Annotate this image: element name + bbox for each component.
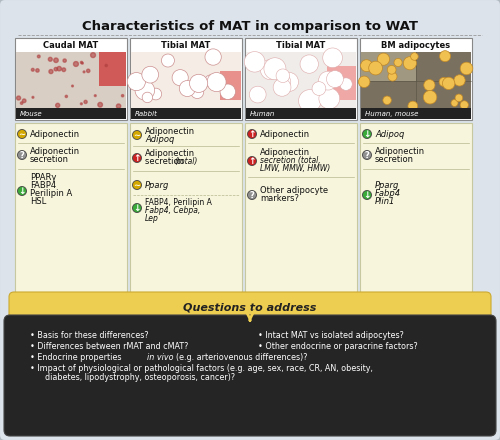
Text: Tibial MAT: Tibial MAT <box>276 41 326 50</box>
Text: Other adipocyte: Other adipocyte <box>260 186 328 194</box>
Text: (e.g. arteriovenous differences)?: (e.g. arteriovenous differences)? <box>176 352 308 362</box>
Text: Tibial MAT: Tibial MAT <box>162 41 210 50</box>
FancyBboxPatch shape <box>16 52 126 110</box>
FancyBboxPatch shape <box>16 108 126 119</box>
Circle shape <box>318 71 338 90</box>
Text: in vivo: in vivo <box>147 352 174 362</box>
FancyBboxPatch shape <box>246 52 356 110</box>
Circle shape <box>190 74 208 92</box>
FancyBboxPatch shape <box>99 52 126 86</box>
Text: ↓: ↓ <box>363 130 371 139</box>
Circle shape <box>383 96 392 105</box>
FancyBboxPatch shape <box>360 38 472 120</box>
FancyBboxPatch shape <box>4 315 496 436</box>
Text: Adipoq: Adipoq <box>375 129 404 139</box>
Circle shape <box>162 54 174 67</box>
Circle shape <box>84 100 87 103</box>
Text: Human, mouse: Human, mouse <box>365 111 418 117</box>
Text: • Basis for these differences?: • Basis for these differences? <box>30 330 148 340</box>
Circle shape <box>80 61 82 63</box>
Circle shape <box>83 71 85 73</box>
FancyBboxPatch shape <box>360 123 472 295</box>
Circle shape <box>80 103 82 105</box>
Circle shape <box>56 103 60 107</box>
Circle shape <box>322 48 342 68</box>
Circle shape <box>439 77 448 87</box>
Circle shape <box>220 84 236 99</box>
Circle shape <box>36 69 39 72</box>
Circle shape <box>205 75 217 87</box>
Text: Characteristics of MAT in comparison to WAT: Characteristics of MAT in comparison to … <box>82 20 418 33</box>
Text: ?: ? <box>364 150 370 160</box>
Text: Adipoq: Adipoq <box>145 135 174 143</box>
Circle shape <box>326 70 344 88</box>
Circle shape <box>180 81 196 96</box>
Text: FABP4, Perilipin A: FABP4, Perilipin A <box>145 198 212 206</box>
Circle shape <box>404 57 416 70</box>
Circle shape <box>298 90 321 112</box>
Circle shape <box>460 101 468 109</box>
Circle shape <box>22 99 26 103</box>
Circle shape <box>248 191 256 199</box>
FancyBboxPatch shape <box>130 38 242 120</box>
Circle shape <box>116 104 121 108</box>
Circle shape <box>57 66 62 71</box>
Circle shape <box>362 150 372 160</box>
Text: Perilipin A: Perilipin A <box>30 188 72 198</box>
FancyBboxPatch shape <box>15 38 127 120</box>
Circle shape <box>362 129 372 139</box>
Circle shape <box>62 68 66 72</box>
Text: secretion (total,: secretion (total, <box>260 155 320 165</box>
Circle shape <box>280 72 298 92</box>
Text: Adiponectin: Adiponectin <box>260 129 310 139</box>
Circle shape <box>460 62 473 75</box>
Text: ?: ? <box>20 150 24 160</box>
Circle shape <box>122 95 124 97</box>
FancyBboxPatch shape <box>131 52 241 110</box>
Text: HSL: HSL <box>30 197 46 205</box>
Text: Pparg: Pparg <box>375 180 400 190</box>
Circle shape <box>264 58 286 80</box>
Circle shape <box>424 92 435 103</box>
Circle shape <box>32 96 34 98</box>
Circle shape <box>394 59 402 66</box>
Text: Adiponectin: Adiponectin <box>30 147 80 155</box>
FancyBboxPatch shape <box>361 52 416 81</box>
Circle shape <box>410 53 418 60</box>
FancyBboxPatch shape <box>130 123 242 295</box>
Circle shape <box>48 57 52 61</box>
FancyBboxPatch shape <box>15 123 127 295</box>
Text: secretion: secretion <box>375 154 414 164</box>
Text: • Other endocrine or paracrine factors?: • Other endocrine or paracrine factors? <box>258 341 418 351</box>
Text: ↑: ↑ <box>248 130 256 139</box>
Circle shape <box>368 61 382 75</box>
Circle shape <box>132 203 141 213</box>
Text: (total): (total) <box>174 157 198 165</box>
Text: Plin1: Plin1 <box>375 197 396 205</box>
Circle shape <box>98 103 102 107</box>
Text: ∼: ∼ <box>134 131 140 139</box>
FancyBboxPatch shape <box>245 123 357 295</box>
Text: Fabp4, Cebpa,: Fabp4, Cebpa, <box>145 205 200 215</box>
Text: ↑: ↑ <box>133 154 141 163</box>
Text: markers?: markers? <box>260 194 299 202</box>
Text: FABP4: FABP4 <box>30 180 56 190</box>
Circle shape <box>86 69 90 73</box>
Circle shape <box>424 80 435 91</box>
Circle shape <box>172 70 188 86</box>
Circle shape <box>74 62 78 66</box>
Text: ↓: ↓ <box>363 191 371 200</box>
Circle shape <box>454 75 465 86</box>
Text: ∼: ∼ <box>18 129 26 139</box>
Circle shape <box>408 101 418 111</box>
Text: PPARγ: PPARγ <box>30 172 56 181</box>
Text: Questions to address: Questions to address <box>184 302 316 312</box>
Text: ∼: ∼ <box>134 180 140 190</box>
Circle shape <box>72 85 74 87</box>
Circle shape <box>378 53 390 65</box>
Circle shape <box>18 129 26 139</box>
Text: ↓: ↓ <box>133 204 141 213</box>
Circle shape <box>54 58 59 62</box>
Circle shape <box>312 82 326 95</box>
